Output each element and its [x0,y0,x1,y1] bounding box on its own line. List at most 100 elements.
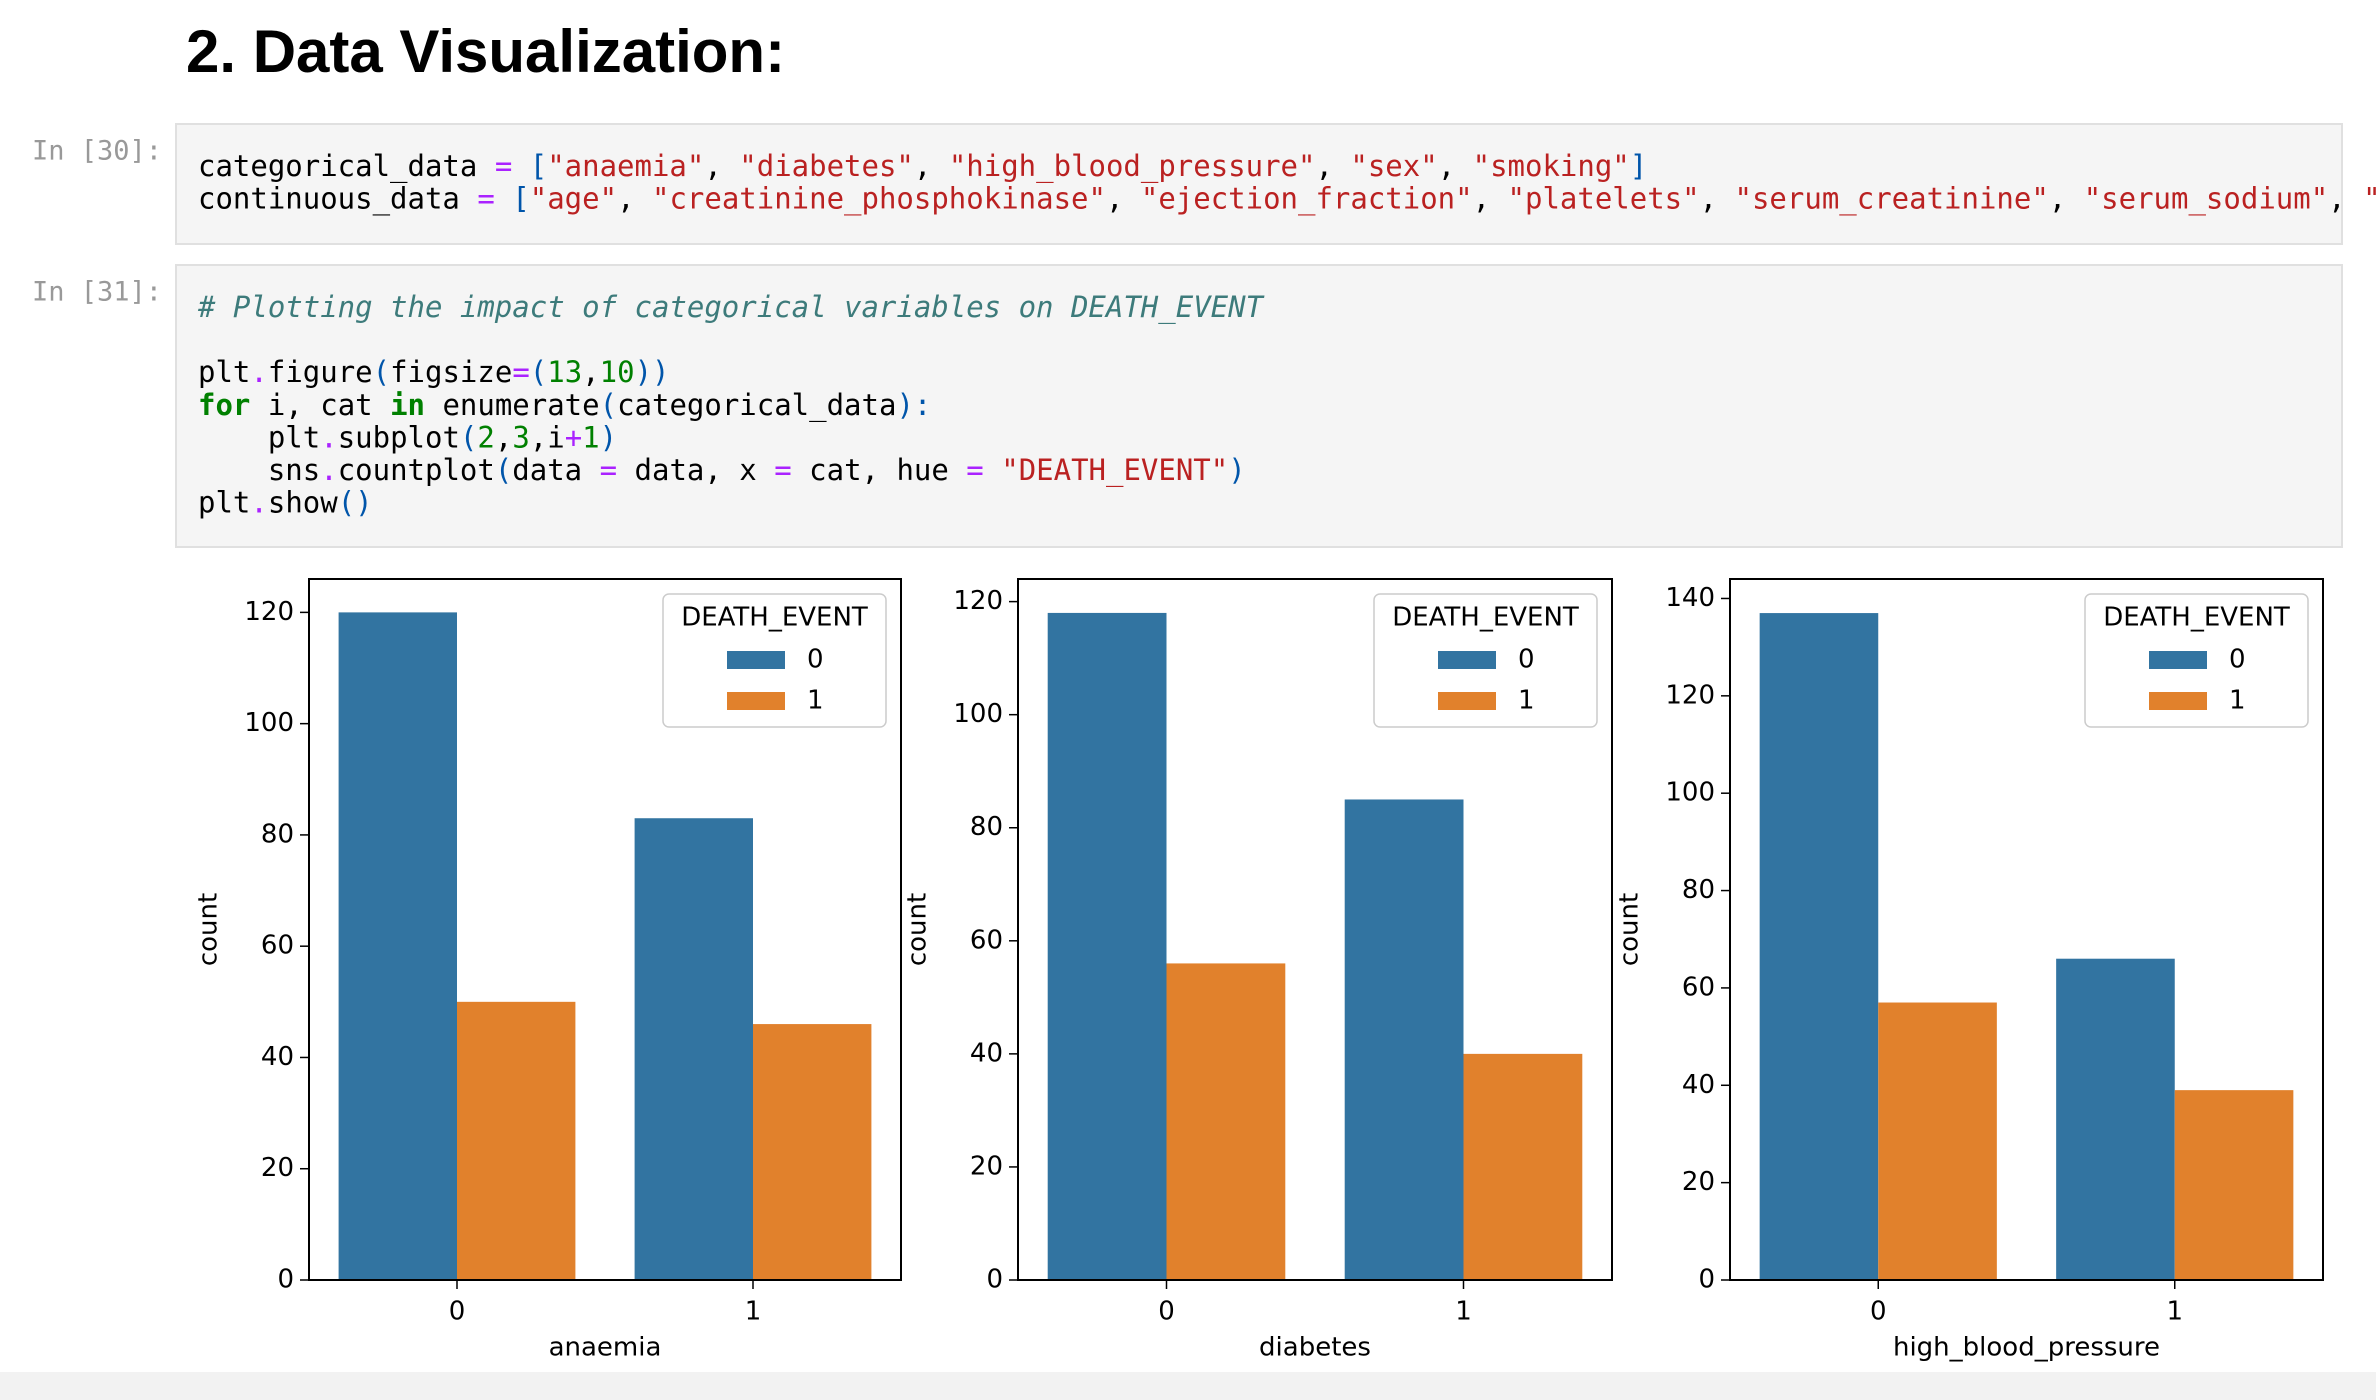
code-token: . [250,355,267,389]
code-token: "high_blood_pressure" [949,149,1316,184]
y-tick-label: 20 [1682,1167,1715,1197]
code-token: = [512,355,529,389]
code-token: = [495,149,512,183]
bar [1463,1053,1583,1280]
code-token: "age" [530,182,617,216]
y-tick-label: 80 [1682,875,1715,905]
legend-label: 0 [1518,645,1535,675]
x-tick-label: 1 [1455,1297,1472,1327]
code-token [984,453,1001,487]
code-token: "ejection_fraction" [1141,182,1473,217]
code-token: ( [600,388,617,422]
code-token: figsize [390,355,512,389]
y-tick-label: 80 [261,819,294,849]
code-token: show [268,486,338,520]
legend-label: 1 [1518,686,1535,716]
code-token: "creatinine_phosphokinase" [652,182,1106,217]
code-token: subplot [338,420,460,454]
y-tick-label: 0 [277,1265,294,1295]
code-line: plt.subplot(2,3,i+1) [198,420,617,454]
code-token: , [617,182,652,216]
legend-swatch [1438,692,1496,710]
code-token: figure [268,355,373,389]
bottom-bar [0,1372,2376,1400]
legend-label: 1 [807,686,824,716]
code-token: , [582,355,599,389]
code-token: ( [495,453,512,487]
y-tick-label: 100 [244,708,294,738]
code-token: , [2328,182,2363,216]
code-line: sns.countplot(data = data, x = cat, hue … [198,453,1246,488]
code-token: ( [460,420,477,454]
code-token: in [390,388,425,422]
code-line: for i, cat in enumerate(categorical_data… [198,388,931,423]
code-token: = [774,453,791,487]
code-token: # Plotting the impact of categorical var… [197,290,1265,325]
code-token: continuous_data [198,182,477,217]
cell-prompt: In [31]: [32,277,162,308]
code-token: = [477,182,494,216]
code-token: , [1438,149,1473,183]
x-axis-label: diabetes [1259,1333,1371,1363]
x-tick-label: 0 [1158,1297,1175,1327]
y-axis-label: count [1615,893,1645,966]
code-cell [175,123,2343,245]
bar [338,612,457,1280]
code-token: , [1473,182,1508,216]
bar [2174,1090,2294,1280]
code-token: for [198,388,250,422]
code-token: , [704,149,739,183]
code-token: "DEATH_EVENT" [1001,453,1228,488]
code-token: "anaemia" [547,149,704,183]
axes-frame [308,578,902,1281]
x-tick-label: 1 [2166,1297,2183,1327]
legend-swatch [1438,651,1496,669]
code-token: , [2049,182,2084,216]
bar [753,1024,872,1280]
code-token: [ [512,182,529,216]
code-token: "platelets" [1508,182,1700,216]
legend-title: DEATH_EVENT [681,603,868,633]
bar [2056,958,2175,1280]
y-tick-label: 100 [1665,778,1715,808]
bar [1759,613,1879,1280]
code-token: categorical_data [617,388,896,423]
legend-swatch [727,651,785,669]
y-tick-label: 20 [970,1151,1003,1181]
code-token: . [320,453,337,487]
code-token: 1 [582,420,599,454]
code-line: # Plotting the impact of categorical var… [197,290,1265,325]
y-tick-label: 120 [1665,680,1715,710]
legend-swatch [727,692,785,710]
code-token [512,149,529,183]
code-token: "serum_sodium" [2084,182,2328,217]
bar [634,818,753,1280]
legend-label: 0 [807,645,824,675]
y-tick-label: 0 [986,1265,1003,1295]
axes-frame [1729,578,2324,1281]
code-token: ( [530,355,547,389]
heading: 2. Data Visualization: [186,18,785,85]
x-axis-label: anaemia [549,1333,662,1363]
bar [1344,799,1464,1280]
code-token: + [565,420,582,454]
code-token: , [495,420,512,454]
code-token: , [1700,182,1735,216]
legend-title: DEATH_EVENT [2103,603,2290,633]
code-token: categorical_data [198,149,495,184]
bar [1047,612,1167,1280]
code-line: plt.show() [198,486,373,520]
code-token: = [600,453,617,487]
legend-label: 0 [2229,645,2246,675]
code-token: i, cat [250,388,390,422]
code-token: () [338,486,373,520]
y-tick-label: 140 [1665,583,1715,613]
code-token: data, x [617,453,774,487]
code-token: "serum_creatinine" [1735,182,2049,217]
y-tick-label: 40 [261,1042,294,1072]
code-token: "time" [2363,182,2376,216]
bar [1166,963,1286,1280]
code-token: , [1315,149,1350,183]
code-token: countplot [338,453,495,487]
